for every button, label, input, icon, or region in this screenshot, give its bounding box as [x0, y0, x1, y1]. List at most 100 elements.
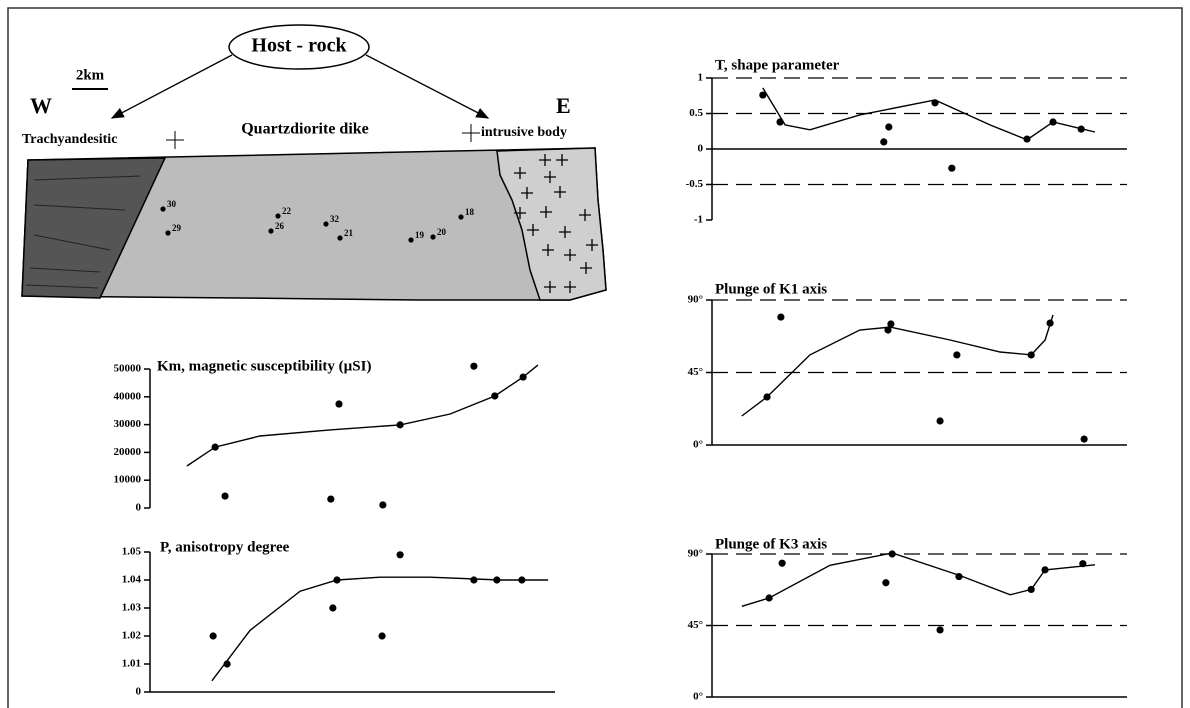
- plus: [539, 154, 551, 166]
- host-ellipse: [228, 24, 370, 70]
- plus: [527, 224, 539, 236]
- y-tick-label: 0°: [693, 439, 703, 451]
- y-tick-label: 0: [698, 143, 704, 155]
- sample-label: 32: [330, 214, 340, 224]
- data-point: [884, 326, 892, 334]
- sample-label: 29: [172, 223, 182, 233]
- plus: [580, 262, 592, 274]
- y-tick-label: 10000: [114, 474, 142, 486]
- scale-label: 2km: [76, 67, 105, 83]
- data-point: [931, 99, 939, 107]
- data-point: [1023, 135, 1031, 143]
- sample-dot: [165, 230, 171, 236]
- fit-curve: [741, 552, 1096, 607]
- plus-pattern: [514, 154, 598, 293]
- data-point: [378, 632, 386, 640]
- plus: [514, 167, 526, 179]
- plus: [542, 244, 554, 256]
- fit-curve: [741, 314, 1054, 417]
- cross-section: Host - rock 2km W E Trachyandesitic Quar…: [21, 24, 607, 301]
- data-point: [491, 392, 499, 400]
- plus: [554, 186, 566, 198]
- data-point: [221, 492, 229, 500]
- data-point: [335, 400, 343, 408]
- y-tick-label: 40000: [114, 390, 142, 402]
- data-point: [777, 313, 785, 321]
- data-point: [1080, 435, 1088, 443]
- chart-title: Plunge of K1 axis: [715, 281, 827, 297]
- data-point: [778, 559, 786, 567]
- sample-label: 30: [167, 199, 177, 209]
- y-tick-label: 1.02: [122, 630, 142, 642]
- plus: [556, 154, 568, 166]
- sample-dot: [268, 228, 274, 234]
- y-tick-label: 45°: [688, 619, 703, 631]
- plus: [521, 187, 533, 199]
- plus: [514, 207, 526, 219]
- data-point: [888, 550, 896, 558]
- data-point: [1041, 566, 1049, 574]
- fit-curve: [186, 364, 539, 467]
- plus: [564, 281, 576, 293]
- data-point: [955, 572, 963, 581]
- host-label: Host - rock: [251, 35, 347, 57]
- fit-curve: [211, 576, 549, 682]
- data-point: [396, 421, 404, 429]
- data-point: [379, 501, 387, 509]
- sample-label: 21: [344, 228, 354, 238]
- y-tick-label: -0.5: [686, 178, 704, 190]
- data-point: [953, 351, 961, 359]
- sample-label: 26: [275, 221, 285, 231]
- data-point: [1079, 560, 1087, 568]
- sample-dot: [160, 206, 166, 212]
- data-point: [333, 576, 341, 584]
- data-point: [882, 579, 890, 587]
- cross-symbol: [166, 131, 184, 149]
- data-point: [470, 576, 478, 584]
- sample-label: 22: [282, 206, 292, 216]
- y-tick-label: 1.05: [122, 546, 142, 558]
- data-point: [209, 632, 217, 640]
- data-point: [759, 91, 767, 99]
- data-point: [223, 660, 231, 668]
- east-label: E: [556, 93, 571, 118]
- plus: [586, 239, 598, 251]
- data-point: [329, 604, 337, 612]
- sample-dot: [408, 237, 414, 243]
- y-tick-label: 0: [136, 686, 142, 698]
- y-tick-label: 30000: [114, 418, 142, 430]
- y-tick-label: 1.04: [122, 574, 142, 586]
- plus: [564, 249, 576, 261]
- y-tick-label: 50000: [114, 363, 142, 375]
- chart-title: P, anisotropy degree: [160, 539, 290, 555]
- sample-dot: [275, 213, 281, 219]
- y-tick-label: 90°: [688, 548, 703, 560]
- intrusive-body: [496, 147, 607, 301]
- data-point: [519, 373, 527, 381]
- frame: [7, 7, 1183, 708]
- sample-dot: [323, 221, 329, 227]
- y-tick-label: 20000: [114, 446, 142, 458]
- data-point: [1077, 125, 1085, 133]
- data-point: [1049, 118, 1057, 126]
- chart-title: Km, magnetic susceptibility (µSI): [157, 358, 371, 374]
- data-point: [776, 118, 784, 126]
- y-tick-label: -1: [694, 214, 703, 226]
- chart-title: T, shape parameter: [715, 57, 840, 73]
- y-tick-label: 0°: [693, 691, 703, 703]
- sample-label: 18: [465, 207, 475, 217]
- middle-unit: Quartzdiorite dike: [241, 121, 369, 138]
- cross-symbol: [462, 124, 480, 142]
- west-label: W: [30, 93, 52, 118]
- data-point: [1046, 319, 1054, 327]
- y-tick-label: 0: [136, 502, 142, 514]
- sample-dot: [337, 235, 343, 241]
- data-point: [948, 164, 956, 172]
- samples: 30 29 22 26 32 21 19 20 18: [160, 199, 475, 243]
- sample-dot: [458, 214, 464, 220]
- plus: [540, 206, 552, 218]
- plus: [559, 226, 571, 238]
- arrow: [110, 54, 233, 119]
- data-point: [885, 123, 893, 131]
- east-unit: intrusive body: [481, 125, 567, 140]
